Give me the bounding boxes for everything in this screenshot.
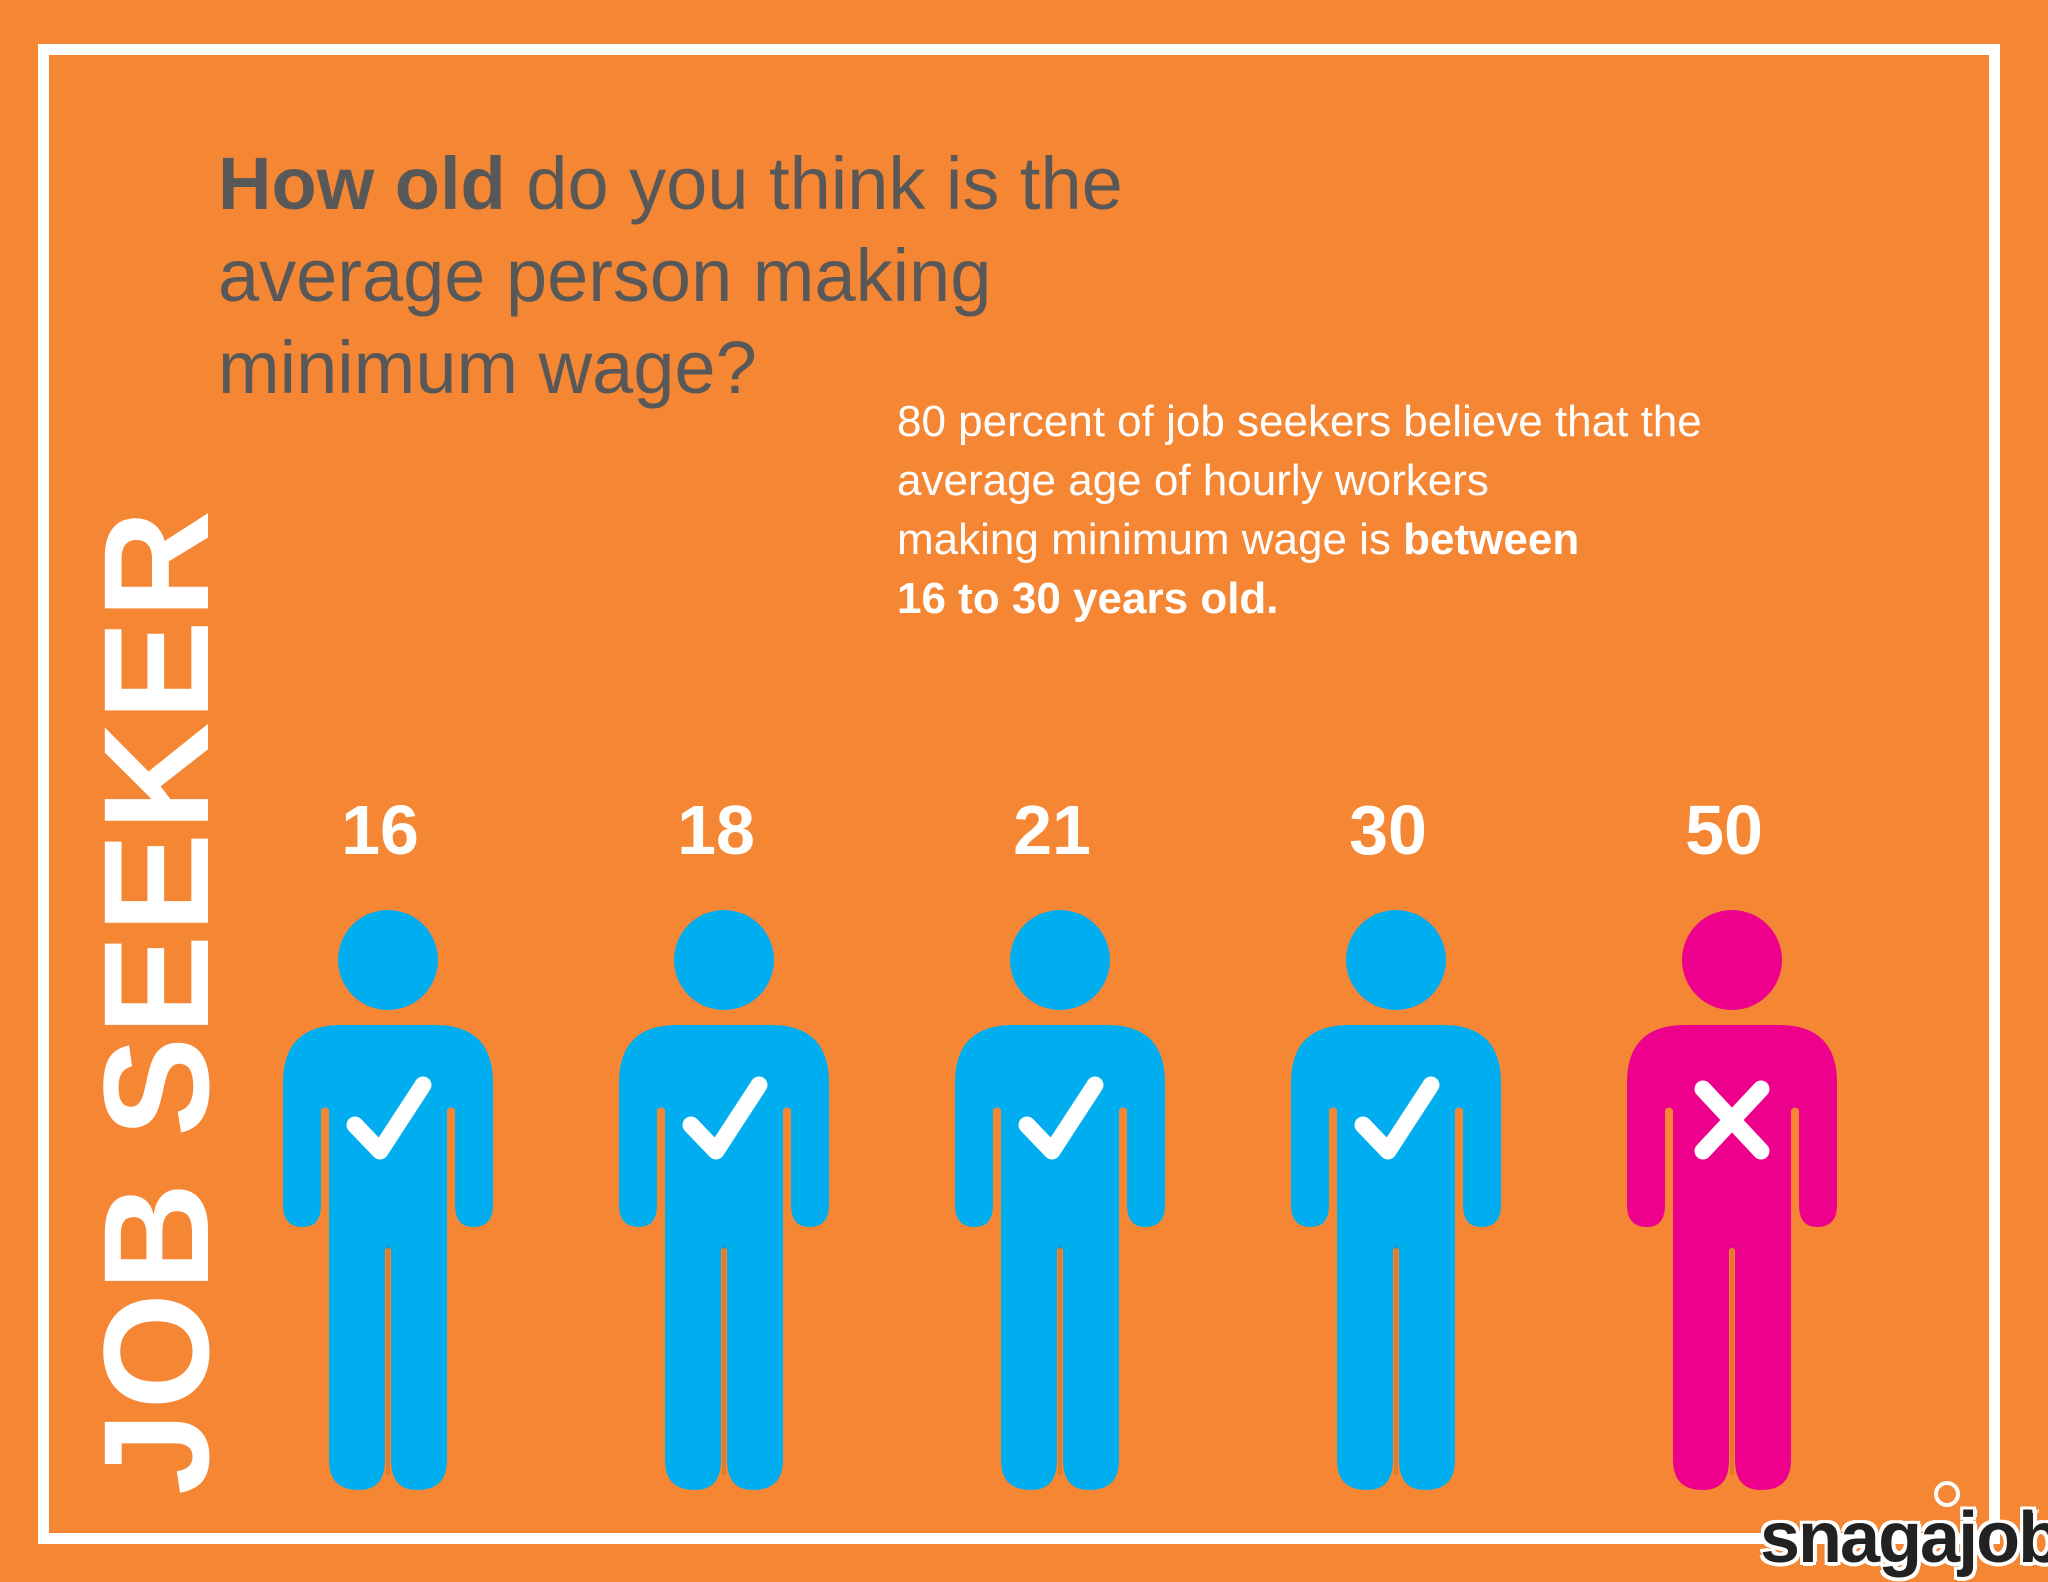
- job-seeker-label: JOB SEEKER: [72, 508, 240, 1495]
- person-body: [283, 1025, 493, 1490]
- age-label-18: 18: [677, 791, 755, 869]
- person-icon-16: [283, 905, 493, 1490]
- check-icon: [346, 1076, 432, 1160]
- check-icon: [1354, 1076, 1440, 1160]
- person-head: [1682, 910, 1782, 1010]
- person-body: [1627, 1025, 1837, 1490]
- person-head: [338, 910, 438, 1010]
- person-head: [1346, 910, 1446, 1010]
- person-head: [1010, 910, 1110, 1010]
- age-label-30: 30: [1349, 791, 1427, 869]
- person-icon-30: [1291, 905, 1501, 1490]
- leg-divider: [1394, 1245, 1398, 1475]
- leg-divider: [1730, 1245, 1734, 1475]
- leg-divider: [1058, 1245, 1062, 1475]
- logo-dot-icon: [1934, 1481, 1960, 1507]
- person-icon-50: [1627, 905, 1837, 1490]
- person-head: [674, 910, 774, 1010]
- person-icon-21: [955, 905, 1165, 1490]
- person-icon-18: [619, 905, 829, 1490]
- person-body: [955, 1025, 1165, 1490]
- question-heading: How old do you think is the average perso…: [218, 142, 1123, 409]
- cross-icon: [1694, 1080, 1770, 1160]
- check-icon: [682, 1076, 768, 1160]
- age-label-21: 21: [1013, 791, 1091, 869]
- snagajob-logo: snagajob: [1760, 1498, 2048, 1578]
- white-frame: [38, 44, 2000, 1544]
- trademark-symbol: ™: [2030, 1508, 2040, 1519]
- person-body: [619, 1025, 829, 1490]
- survey-result-text: 80 percent of job seekers believe that t…: [897, 397, 1702, 623]
- person-body: [1291, 1025, 1501, 1490]
- age-label-50: 50: [1685, 791, 1763, 869]
- age-label-16: 16: [341, 791, 419, 869]
- leg-divider: [386, 1245, 390, 1475]
- leg-divider: [722, 1245, 726, 1475]
- check-icon: [1018, 1076, 1104, 1160]
